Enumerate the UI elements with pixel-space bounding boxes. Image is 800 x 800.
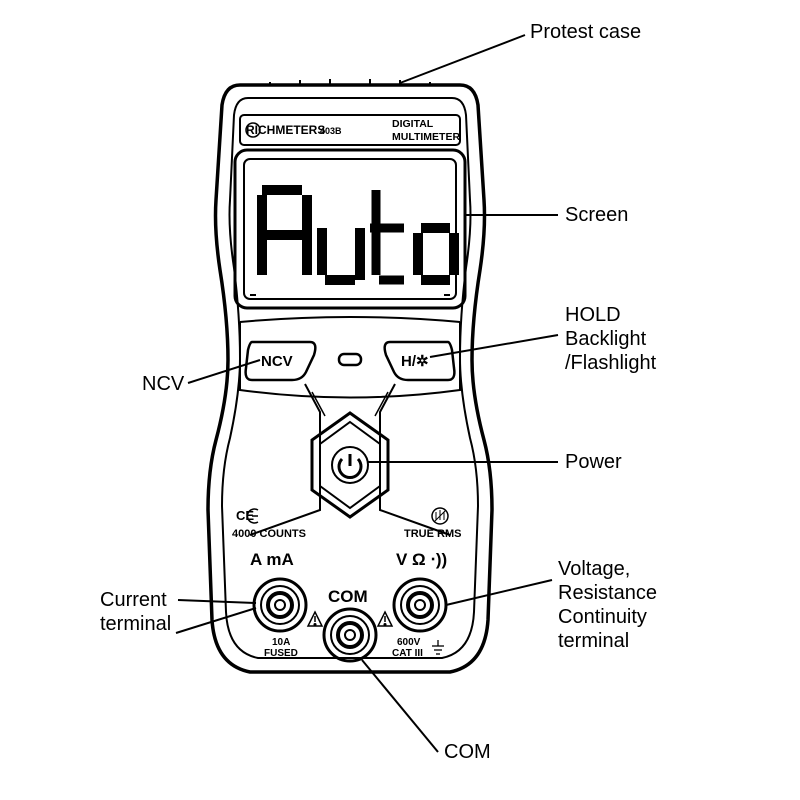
ce-mark: CE	[236, 508, 254, 523]
counts-text: 4000 COUNTS	[232, 528, 306, 540]
protest-case-outline	[208, 85, 492, 672]
cat-line2: CAT III	[392, 648, 423, 659]
fused-line1: 10A	[272, 637, 290, 648]
label-screen: Screen	[565, 203, 628, 227]
fused-line2: FUSED	[264, 648, 298, 659]
warning-icon	[308, 612, 322, 626]
current-terminal[interactable]	[254, 579, 306, 631]
label-current: Current terminal	[100, 588, 171, 636]
com-terminal[interactable]	[324, 609, 376, 661]
header-line2: MULTIMETER	[392, 131, 460, 143]
com-label: COM	[328, 587, 368, 606]
ground-icon	[432, 640, 444, 654]
warning-icon-2	[378, 612, 392, 626]
label-com: COM	[444, 740, 491, 764]
label-protest-case: Protest case	[530, 20, 641, 44]
vohm-label: V Ω ⋅))	[396, 550, 447, 569]
label-power: Power	[565, 450, 622, 474]
screen-text	[262, 190, 454, 280]
svg-text:H/✲: H/✲	[401, 353, 429, 370]
model-text: 403B	[320, 126, 342, 136]
label-ncv: NCV	[142, 372, 184, 396]
body-inner	[222, 98, 478, 658]
label-voltage: Voltage, Resistance Continuity terminal	[558, 557, 657, 653]
svg-text:NCV: NCV	[261, 353, 293, 370]
led-slot	[339, 354, 361, 365]
cat-line1: 600V	[397, 637, 421, 648]
voltage-terminal[interactable]	[394, 579, 446, 631]
current-label: A mA	[250, 550, 294, 569]
header-line1: DIGITAL	[392, 118, 434, 130]
hold-button[interactable]: H/✲	[385, 342, 455, 380]
label-hold: HOLD Backlight /Flashlight	[565, 303, 656, 375]
multimeter-diagram: .st { stroke:#000; fill:none; } RICHMETE…	[0, 0, 800, 800]
power-button[interactable]	[312, 413, 388, 517]
truerms-text: TRUE RMS	[404, 528, 461, 540]
